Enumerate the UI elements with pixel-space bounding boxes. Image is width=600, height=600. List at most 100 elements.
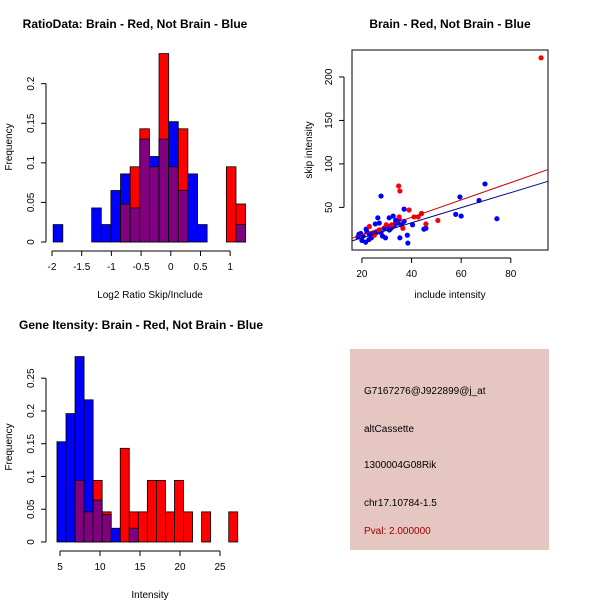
y-axis-label: Frequency	[4, 123, 15, 170]
red-bar	[225, 166, 237, 243]
red-point	[538, 55, 544, 61]
red-fit-line	[351, 169, 549, 239]
probe-id: G7167276@J922899@j_at	[364, 386, 486, 397]
red-point	[366, 223, 372, 230]
overlap-bar	[74, 480, 85, 543]
x-tick-label: 10	[94, 562, 106, 573]
overlap-bar	[92, 499, 103, 543]
blue-point	[393, 217, 399, 224]
overlap-bar	[149, 166, 160, 243]
gene-name: 1300004G08Rik	[364, 460, 437, 471]
blue-point	[390, 213, 396, 219]
event-type: altCassette	[364, 424, 415, 435]
x-axis-label: Log2 Ratio Skip/Include	[97, 290, 203, 301]
blue-point	[494, 216, 500, 222]
overlap-bar	[177, 190, 189, 243]
overlap-bar	[139, 138, 150, 243]
y-tick-label: 0.05	[26, 499, 37, 519]
blue-bar	[91, 207, 102, 243]
blue-bar	[65, 413, 76, 543]
x-tick-label: 80	[505, 269, 517, 280]
overlap-bar	[83, 511, 94, 543]
x-tick-label: 15	[134, 562, 146, 573]
info-panel: G7167276@J922899@j_at altCassette 130000…	[350, 349, 549, 550]
blue-point	[397, 235, 403, 241]
y-tick-label: 0.25	[26, 368, 37, 388]
blue-point	[359, 237, 365, 244]
blue-point	[404, 232, 410, 238]
plot-box	[351, 49, 549, 251]
y-tick-label: 0	[26, 539, 37, 545]
x-tick-label: -1.5	[73, 262, 91, 273]
y-tick-label: 0.05	[26, 192, 37, 212]
blue-bar	[110, 527, 121, 543]
blue-point	[457, 194, 463, 200]
blue-bar	[100, 224, 112, 243]
red-point	[435, 217, 441, 224]
red-bar	[228, 511, 239, 543]
x-axis-label: Intensity	[131, 590, 168, 600]
x-tick-label: 5	[57, 562, 63, 573]
x-axis-label: include intensity	[414, 290, 485, 301]
y-tick-label: 0.2	[26, 76, 37, 90]
red-bar	[146, 480, 157, 543]
y-tick-label: 150	[324, 112, 335, 129]
red-bar	[119, 447, 130, 543]
y-tick-label: 50	[324, 201, 335, 213]
x-tick-label: 25	[214, 562, 226, 573]
blue-point	[453, 211, 459, 217]
blue-bar	[52, 224, 64, 243]
red-bar	[137, 511, 148, 543]
blue-point	[409, 222, 416, 228]
x-tick-label: -2	[48, 262, 57, 273]
blue-point	[401, 206, 407, 212]
y-tick-label: 0.1	[26, 469, 37, 483]
x-tick-label: 1	[227, 262, 233, 273]
overlap-bar	[235, 224, 247, 243]
overlap-bar	[158, 138, 170, 243]
y-tick-label: 0	[26, 239, 37, 245]
blue-point	[376, 220, 382, 226]
red-point	[397, 188, 403, 194]
x-tick-label: 0.5	[194, 262, 208, 273]
red-bar	[183, 511, 193, 543]
y-axis-label: Frequency	[4, 423, 15, 470]
red-bar	[174, 480, 184, 543]
blue-bar	[187, 173, 198, 243]
blue-point	[423, 225, 429, 231]
x-tick-label: -1	[107, 262, 116, 273]
x-tick-label: 0	[168, 262, 174, 273]
blue-fit-line	[351, 180, 549, 242]
chart-title: Gene Itensity: Brain - Red, Not Brain - …	[19, 318, 263, 332]
overlap-bar	[120, 203, 131, 243]
blue-point	[405, 240, 411, 246]
x-tick-label: 40	[406, 269, 418, 280]
red-point	[406, 207, 412, 213]
red-bar	[201, 511, 212, 543]
x-tick-label: 60	[456, 269, 468, 280]
red-point	[396, 183, 402, 189]
pval-text: Pval: 2.000000	[364, 526, 431, 537]
red-point	[400, 225, 406, 231]
red-bar	[155, 480, 166, 543]
blue-point	[378, 193, 384, 199]
blue-bar	[197, 224, 208, 243]
blue-point	[372, 221, 378, 227]
y-tick-label: 0.2	[26, 404, 37, 418]
y-tick-label: 200	[324, 68, 335, 85]
blue-point	[375, 215, 381, 221]
red-bar	[165, 511, 175, 543]
blue-point	[458, 213, 464, 219]
y-axis-label: skip intensity	[304, 121, 315, 178]
chromosome-location: chr17.10784-1.5	[364, 498, 437, 509]
x-tick-label: 20	[356, 269, 368, 280]
overlap-bar	[101, 514, 112, 543]
chart-title: Brain - Red, Not Brain - Blue	[369, 17, 531, 31]
blue-bar	[56, 441, 67, 543]
y-tick-label: 0.15	[26, 434, 37, 454]
blue-point	[482, 181, 488, 187]
red-point	[396, 214, 402, 220]
red-point	[423, 221, 429, 227]
blue-bar	[110, 190, 121, 243]
